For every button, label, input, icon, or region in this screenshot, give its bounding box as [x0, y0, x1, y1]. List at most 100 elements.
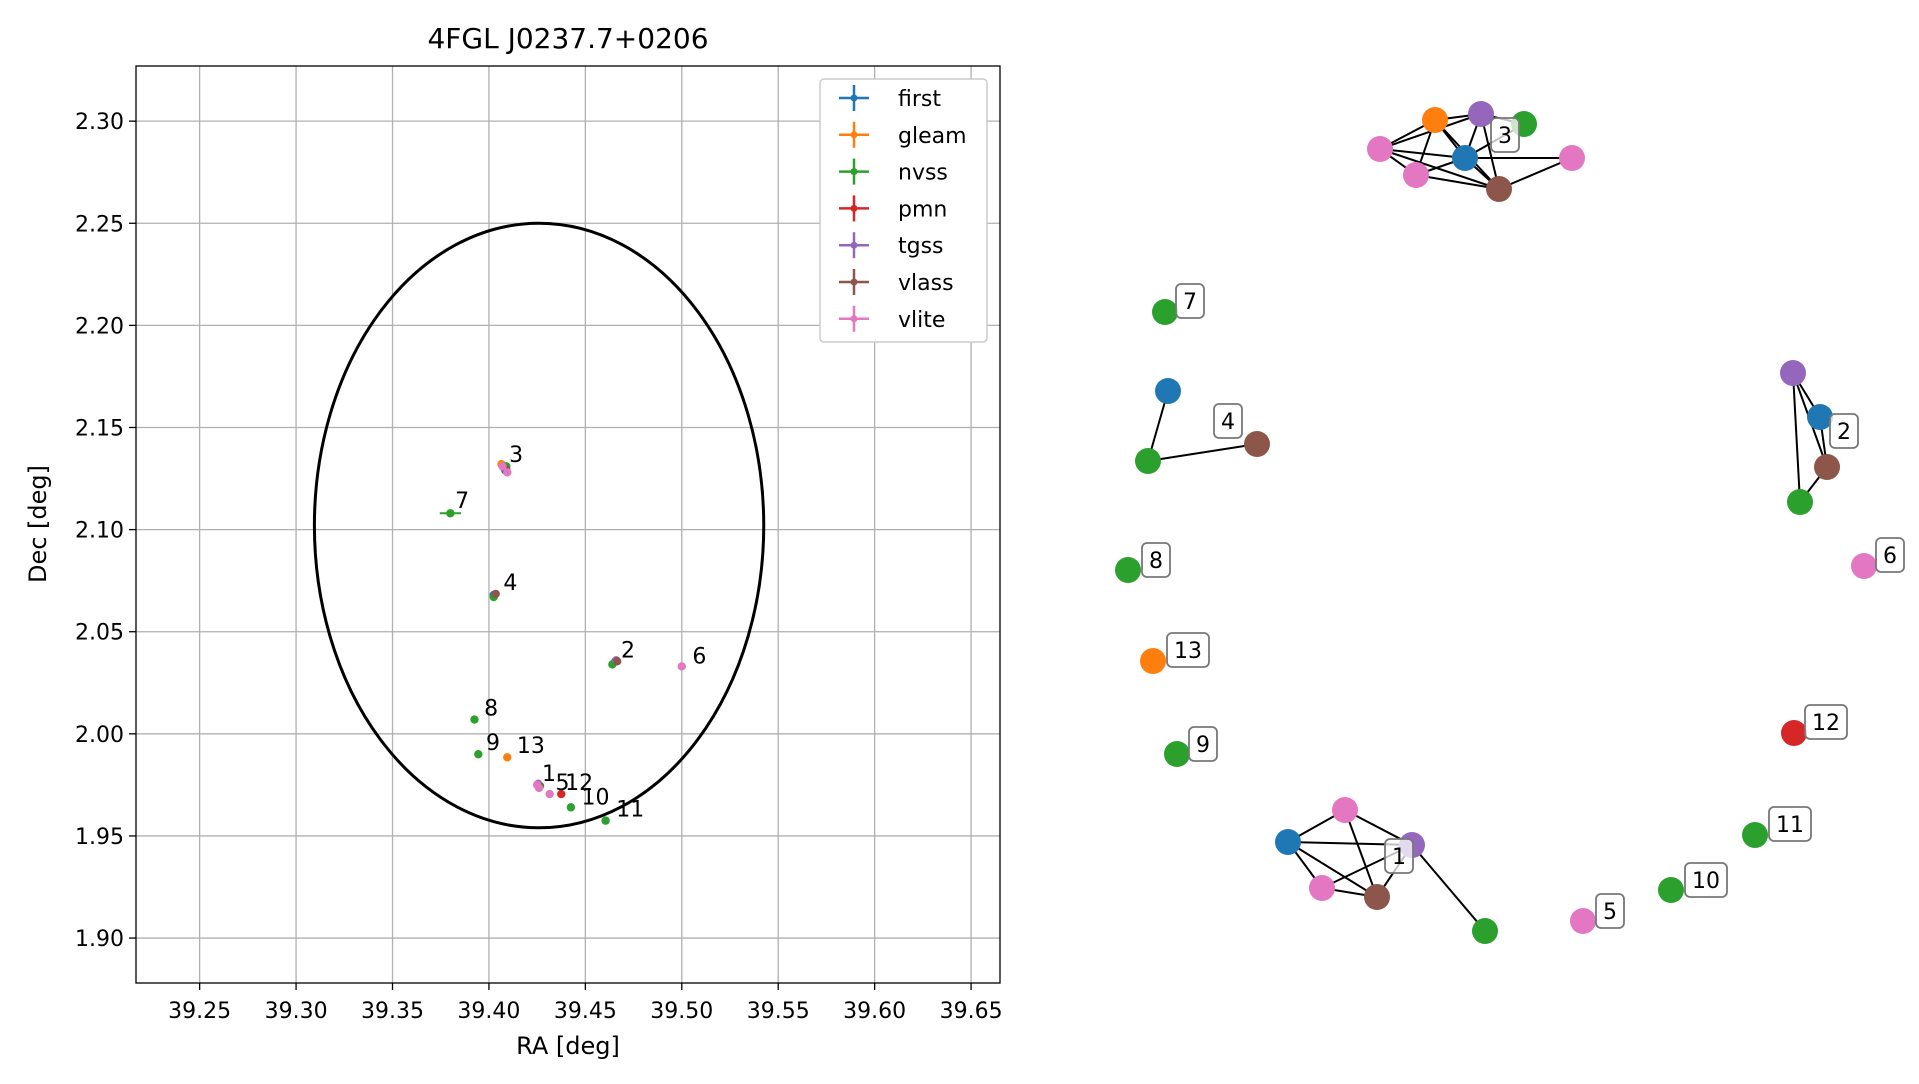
source-label: 13: [517, 734, 545, 759]
source-label: 9: [486, 731, 500, 756]
point-vlite: [545, 789, 554, 799]
legend-item-vlass: vlass: [839, 269, 954, 296]
network-node-first: [1155, 378, 1181, 404]
network-node-nvss: [1152, 299, 1178, 325]
network-label-box: [1595, 893, 1625, 929]
source-label: 6: [692, 644, 706, 669]
network-edge: [1287, 841, 1378, 898]
network-label: 8: [1141, 542, 1171, 578]
y-tick-label: 2.30: [75, 110, 124, 135]
localization-ellipse: [312, 221, 766, 830]
network-edge: [1792, 372, 1801, 503]
network-label-text: 3: [1498, 124, 1512, 149]
point-nvss: [446, 509, 455, 518]
point-nvss: [601, 816, 610, 825]
network-label-text: 8: [1149, 549, 1163, 574]
network-label-box: [1141, 542, 1171, 578]
network-label-text: 13: [1174, 639, 1202, 664]
network-node-vlass: [1814, 454, 1840, 480]
legend-marker-dot: [850, 278, 858, 286]
x-axis-label: RA [deg]: [516, 1032, 620, 1060]
source-label: 4: [503, 571, 517, 596]
y-tick-label: 2.00: [75, 723, 124, 748]
network-label-text: 4: [1221, 410, 1235, 435]
legend-label: tgss: [898, 234, 944, 259]
network-edge: [1411, 844, 1486, 932]
network-node-nvss: [1742, 822, 1768, 848]
legend-label: gleam: [898, 124, 967, 149]
legend-item-nvss: nvss: [839, 158, 948, 186]
legend-marker-dot: [850, 241, 858, 249]
network-node-vlass: [1244, 431, 1270, 457]
network-node-nvss: [1164, 741, 1190, 767]
legend-label: vlass: [898, 271, 954, 296]
legend-item-tgss: tgss: [839, 232, 944, 259]
y-tick-label: 2.15: [75, 416, 124, 441]
network-label-box: [1188, 726, 1218, 762]
point-nvss: [566, 803, 576, 812]
network-label-text: 12: [1812, 711, 1840, 736]
network-edge: [1498, 157, 1573, 190]
network-node-nvss: [1472, 918, 1498, 944]
network-label-text: 6: [1883, 544, 1897, 569]
chart-title: 4FGL J0237.7+0206: [427, 22, 708, 55]
source-label: 8: [484, 696, 498, 721]
network-label: 12: [1804, 704, 1848, 740]
network-label-text: 9: [1196, 733, 1210, 758]
legend: first gleam nvss pmn tgss vlass vlite: [819, 78, 988, 343]
legend-item-vlite: vlite: [839, 305, 945, 333]
network-node-gleam: [1422, 107, 1448, 133]
network-label: 4: [1213, 403, 1243, 439]
network-nodes: [1115, 101, 1877, 944]
x-tick-label: 39.30: [265, 999, 328, 1024]
network-node-tgss: [1468, 101, 1494, 127]
network-node-vlite: [1570, 908, 1596, 934]
network-edge: [1415, 174, 1500, 190]
x-tick-label: 39.25: [168, 999, 231, 1024]
sky-scatter-chart: 39.25 39.30 39.35 39.40 39.45 39.50 39.55 39.60…: [24, 22, 1003, 1060]
network-node-nvss: [1115, 557, 1141, 583]
network-label-box: [1829, 413, 1859, 449]
y-tick-label: 2.10: [75, 519, 124, 544]
network-label: 1: [1384, 838, 1414, 874]
network-node-gleam: [1140, 648, 1166, 674]
network-label: 13: [1166, 632, 1210, 668]
source-label: 3: [509, 443, 523, 468]
legend-marker-dot: [850, 204, 858, 212]
legend-label: nvss: [898, 161, 948, 186]
y-tick-label: 2.05: [75, 621, 124, 646]
source-label: 12: [565, 771, 593, 796]
network-label: 6: [1875, 537, 1905, 573]
network-label-box: [1768, 806, 1812, 842]
network-node-pmn: [1781, 720, 1807, 746]
legend-item-pmn: pmn: [839, 195, 947, 222]
y-tick-label: 2.25: [75, 212, 124, 237]
point-nvss: [470, 715, 479, 724]
legend-marker-dot: [850, 131, 858, 139]
network-label: 2: [1829, 413, 1859, 449]
source-label: 10: [582, 785, 610, 810]
source-label: 2: [621, 638, 635, 663]
source-label: 1: [542, 762, 556, 787]
point-pmn: [557, 789, 566, 799]
network-label: 3: [1490, 117, 1520, 153]
network-label-text: 11: [1776, 813, 1804, 838]
point-vlass: [612, 657, 622, 666]
point-vlite: [503, 468, 512, 477]
network-label: 9: [1188, 726, 1218, 762]
point-vlite: [677, 662, 686, 671]
network-node-nvss: [1135, 448, 1161, 474]
source-points: [446, 460, 686, 825]
network-label-box: [1804, 704, 1848, 740]
network-node-vlite: [1559, 145, 1585, 171]
legend-marker-dot: [850, 94, 858, 102]
network-node-vlite: [1367, 136, 1393, 162]
network-node-first: [1807, 404, 1833, 430]
point-vlite: [498, 462, 507, 471]
y-axis-ticks: 1.90 1.95 2.00 2.05 2.10 2.15 2.20 2.25 2.30: [75, 110, 136, 952]
network-node-vlite: [1851, 553, 1877, 579]
network-label-text: 2: [1837, 420, 1851, 445]
network-node-nvss: [1658, 877, 1684, 903]
x-tick-label: 39.45: [554, 999, 617, 1024]
